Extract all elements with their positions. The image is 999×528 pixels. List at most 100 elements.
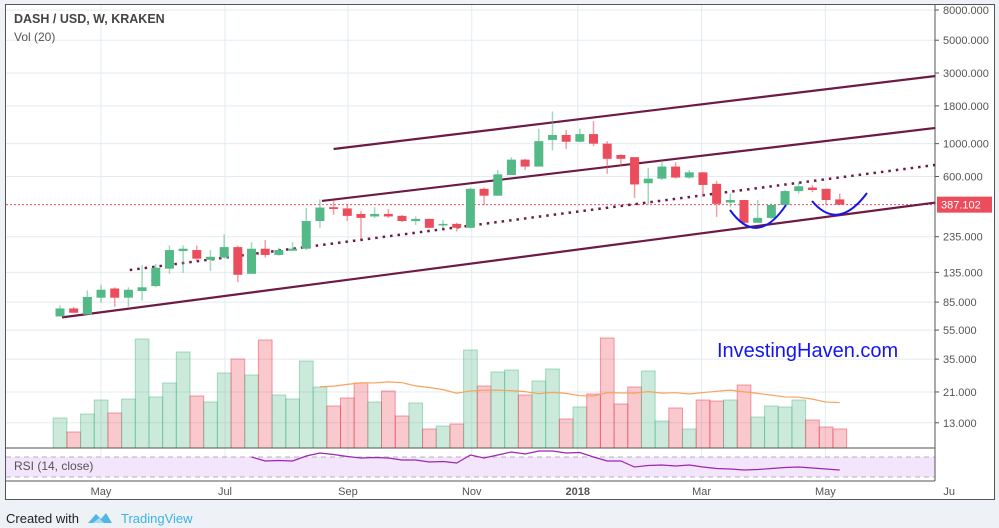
candle-up	[575, 134, 585, 142]
y-axis-tick-label: 3000.000	[943, 68, 989, 80]
x-axis-tick-label: 2018	[566, 486, 590, 498]
volume-bar	[339, 397, 355, 449]
candle-down	[383, 213, 393, 217]
volume-bar	[134, 338, 150, 449]
candle-up	[288, 248, 298, 251]
volume-bar	[326, 405, 341, 449]
candle-up	[151, 267, 161, 287]
y-axis-tick-label: 1000.000	[943, 139, 989, 151]
volume-bar	[52, 417, 68, 449]
rsi-line	[251, 450, 840, 471]
volume-bar	[312, 386, 328, 449]
volume-bar	[463, 349, 478, 449]
chart-title: DASH / USD, W, KRAKEN	[14, 12, 165, 26]
y-axis-tick-label: 8000.000	[943, 5, 989, 17]
volume-bar	[654, 420, 670, 449]
volume-bar	[285, 398, 300, 449]
volume-bar	[66, 431, 82, 449]
volume-ma-line	[319, 381, 840, 404]
candle-up	[684, 172, 694, 178]
volume-bar	[545, 368, 560, 449]
candle-up	[205, 256, 215, 260]
volume-bar	[121, 398, 136, 449]
candle-down	[520, 159, 530, 167]
volume-bar	[558, 418, 574, 449]
candle-up	[315, 207, 325, 222]
volume-bar	[504, 369, 519, 449]
volume-bar	[613, 403, 629, 449]
candle-down	[602, 143, 612, 159]
volume-bar	[107, 412, 123, 449]
volume-bar	[230, 358, 246, 449]
y-axis-tick-label: 55.000	[943, 325, 977, 337]
y-axis-tick-label: 21.000	[943, 387, 977, 399]
volume-bar	[764, 405, 779, 449]
x-axis-tick-label: May	[91, 486, 112, 498]
candle-down	[110, 288, 120, 298]
candle-up	[55, 308, 65, 317]
volume-bar	[476, 385, 492, 449]
volume-bar	[435, 425, 451, 449]
candle-down	[616, 155, 626, 159]
candle-up	[96, 289, 106, 298]
candle-down	[630, 157, 640, 185]
x-axis-tick-label: Mar	[692, 486, 711, 498]
candle-down	[192, 250, 202, 259]
candle-up	[219, 247, 229, 258]
candle-up	[370, 213, 380, 217]
y-axis-tick-label: 135.000	[943, 267, 983, 279]
candle-down	[397, 215, 407, 222]
candle-down	[329, 207, 339, 209]
y-axis-tick-label: 85.000	[943, 297, 977, 309]
x-axis-tick-label: May	[815, 486, 836, 498]
volume-bar	[572, 406, 588, 449]
candle-down	[342, 208, 352, 216]
candle-down	[698, 172, 708, 185]
candle-up	[643, 178, 653, 184]
footer: Created with TradingView	[6, 510, 193, 526]
candle-up	[301, 221, 311, 249]
volume-bar	[408, 402, 424, 449]
volume-bar	[791, 399, 807, 449]
volume-bar	[627, 386, 642, 449]
candle-up	[178, 248, 188, 252]
volume-bar	[681, 428, 697, 449]
created-with-text: Created with	[6, 510, 79, 526]
volume-bar	[93, 399, 109, 449]
volume-bar	[298, 360, 314, 449]
candle-up	[123, 289, 133, 298]
upper-channel-trendline	[333, 74, 936, 151]
y-axis-tick-label: 1800.000	[943, 101, 989, 113]
volume-bar	[668, 407, 683, 449]
candle-down	[739, 200, 749, 223]
candle-down	[589, 134, 599, 144]
candle-down	[233, 247, 243, 275]
watermark: InvestingHaven.com	[717, 340, 899, 362]
candle-up	[274, 250, 284, 255]
volume-bar	[709, 400, 725, 449]
candle-up	[438, 223, 448, 226]
x-axis-tick-label: Ju	[943, 486, 955, 498]
tradingview-link[interactable]: TradingView	[120, 510, 193, 526]
annotation-arc	[729, 204, 787, 229]
candle-down	[821, 188, 831, 201]
candle-up	[493, 174, 503, 196]
candle-down	[69, 308, 79, 313]
volume-indicator-label[interactable]: Vol (20)	[14, 30, 56, 44]
candle-up	[411, 218, 421, 222]
candle-up	[753, 217, 763, 223]
candle-up	[794, 186, 804, 192]
y-axis-tick-label: 600.000	[943, 171, 983, 183]
x-axis-tick-label: Sep	[338, 486, 358, 498]
lower-channel-trendline	[61, 201, 936, 319]
candle-down	[260, 248, 270, 255]
candle-down	[424, 218, 434, 228]
volume-bar	[422, 428, 437, 449]
volume-bar	[531, 380, 547, 449]
candle-up	[465, 188, 475, 228]
y-axis-tick-label: 5000.000	[943, 35, 989, 47]
candle-down	[671, 166, 681, 178]
volume-bar	[777, 406, 793, 449]
rsi-indicator-label[interactable]: RSI (14, close)	[14, 459, 94, 473]
